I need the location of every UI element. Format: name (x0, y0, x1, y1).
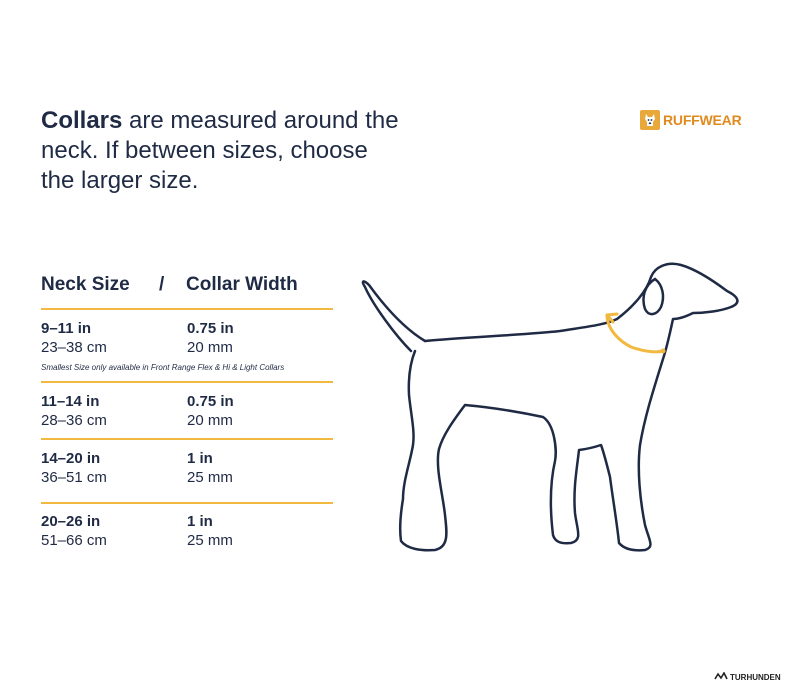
row-divider (41, 438, 333, 440)
header-separator: / (159, 274, 165, 295)
row-divider (41, 381, 333, 383)
brand-name: RUFFWEAR (663, 112, 742, 128)
table-row: 11–14 in 28–36 cm 0.75 in 20 mm (41, 383, 333, 438)
size-table: Neck Size / Collar Width 9–11 in 23–38 c… (41, 274, 333, 550)
collar-width-in: 1 in (187, 513, 213, 530)
neck-size-cm: 36–51 cm (41, 469, 107, 486)
dog-face-icon (640, 110, 660, 130)
neck-size-cm: 23–38 cm (41, 339, 107, 356)
size-note: Smallest Size only available in Front Ra… (41, 363, 285, 372)
neck-size-in: 14–20 in (41, 450, 101, 467)
brand-logo: RUFFWEAR (640, 110, 742, 130)
collar-width-mm: 20 mm (187, 412, 233, 429)
neck-size-in: 9–11 in (41, 320, 92, 337)
collar-width-in: 0.75 in (187, 320, 234, 337)
collar-width-mm: 25 mm (187, 532, 233, 549)
collar-measure (605, 313, 665, 354)
table-header: Neck Size / Collar Width (41, 274, 333, 310)
neck-size-in: 11–14 in (41, 393, 100, 410)
dog-tail (361, 280, 427, 353)
dog-ear (642, 277, 665, 316)
headline: Collars are measured around the neck. If… (41, 106, 401, 196)
neck-size-cm: 28–36 cm (41, 412, 107, 429)
watermark: TURHUNDEN (714, 672, 781, 682)
table-row: 9–11 in 23–38 cm 0.75 in 20 mm Smallest … (41, 310, 333, 377)
header-collar-width: Collar Width (186, 274, 298, 295)
dog-body (398, 262, 739, 552)
watermark-text: TURHUNDEN (730, 672, 781, 682)
paw-icon (714, 672, 728, 680)
headline-bold: Collars (41, 107, 123, 134)
neck-size-cm: 51–66 cm (41, 532, 107, 549)
table-row: 14–20 in 36–51 cm 1 in 25 mm (41, 440, 333, 502)
row-divider (41, 502, 333, 504)
header-neck-size: Neck Size (41, 274, 130, 295)
collar-width-in: 1 in (187, 450, 213, 467)
headline-rest: are measured around the neck. If between… (41, 107, 399, 194)
arrow-head-icon (605, 312, 619, 324)
table-row: 20–26 in 51–66 cm 1 in 25 mm (41, 504, 333, 550)
collar-width-in: 0.75 in (187, 393, 234, 410)
collar-width-mm: 25 mm (187, 469, 233, 486)
dog-outline-illustration (361, 262, 739, 552)
neck-size-in: 20–26 in (41, 513, 101, 530)
collar-width-mm: 20 mm (187, 339, 233, 356)
